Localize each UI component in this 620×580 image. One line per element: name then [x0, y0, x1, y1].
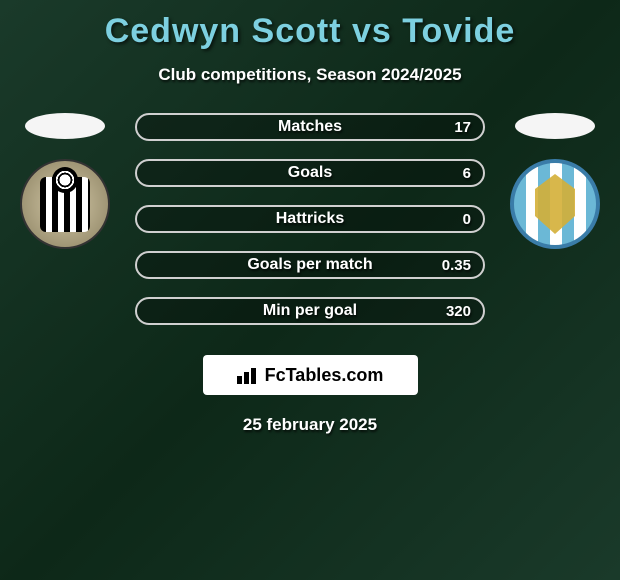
comparison-area: Matches 17 Goals 6 Hattricks 0 Goals per…: [0, 113, 620, 325]
stat-label: Goals per match: [247, 256, 372, 274]
stat-row-matches: Matches 17: [135, 113, 485, 141]
right-player-silhouette: [515, 113, 595, 139]
left-player-silhouette: [25, 113, 105, 139]
page-title: Cedwyn Scott vs Tovide: [0, 0, 620, 51]
colchester-badge-icon: [530, 174, 580, 234]
brand-text: FcTables.com: [265, 365, 384, 386]
stat-label: Matches: [278, 118, 342, 136]
right-player-side: [505, 113, 605, 249]
bar-chart-icon: [237, 366, 259, 384]
stat-row-goals: Goals 6: [135, 159, 485, 187]
stat-value-right: 17: [454, 119, 471, 136]
stat-value-right: 0: [463, 211, 471, 228]
date-label: 25 february 2025: [0, 415, 620, 435]
stat-value-right: 6: [463, 165, 471, 182]
branding-badge[interactable]: FcTables.com: [203, 355, 418, 395]
stat-row-min-per-goal: Min per goal 320: [135, 297, 485, 325]
left-team-crest: [20, 159, 110, 249]
right-team-crest: [510, 159, 600, 249]
stat-label: Min per goal: [263, 302, 357, 320]
subtitle: Club competitions, Season 2024/2025: [0, 65, 620, 85]
stat-row-goals-per-match: Goals per match 0.35: [135, 251, 485, 279]
left-player-side: [15, 113, 115, 249]
stats-column: Matches 17 Goals 6 Hattricks 0 Goals per…: [135, 113, 485, 325]
stat-label: Goals: [288, 164, 332, 182]
stat-value-right: 320: [446, 303, 471, 320]
stat-label: Hattricks: [276, 210, 344, 228]
stat-value-right: 0.35: [442, 257, 471, 274]
stat-row-hattricks: Hattricks 0: [135, 205, 485, 233]
notts-county-badge-icon: [40, 177, 90, 232]
